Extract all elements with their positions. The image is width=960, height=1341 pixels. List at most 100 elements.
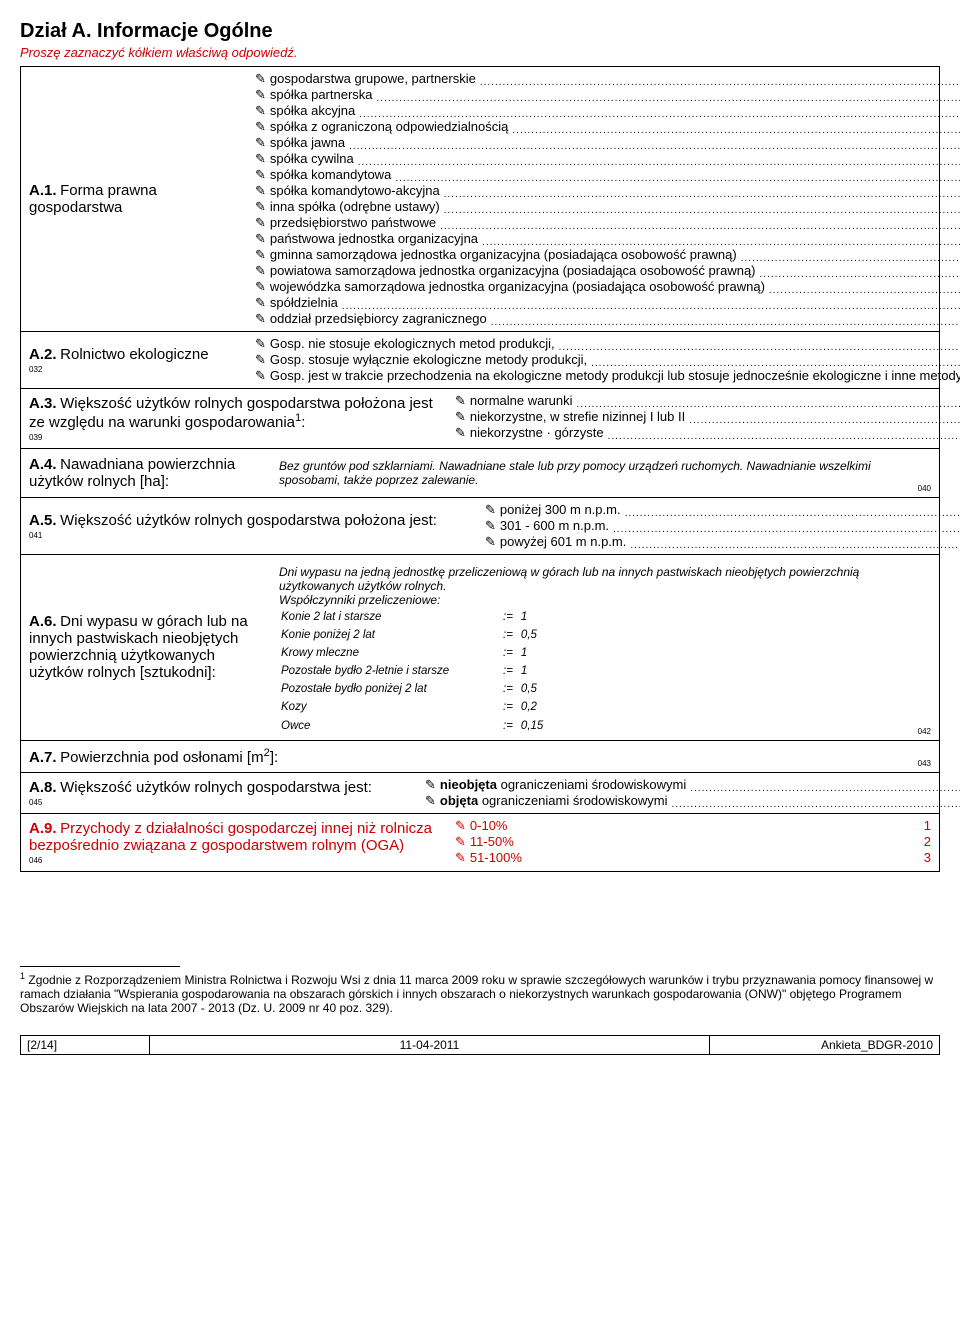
a7-title-p2: ]: xyxy=(270,749,278,766)
option-line[interactable]: ✎spółka akcyjna16 xyxy=(255,103,960,119)
leader-dots xyxy=(512,121,960,135)
a4-code: 040 xyxy=(891,484,931,493)
option-label: spółka akcyjna xyxy=(270,103,355,119)
option-line[interactable]: ✎normalne warunki1 xyxy=(455,393,960,409)
bullet-icon: ✎ xyxy=(255,352,266,368)
a3-options: ✎normalne warunki1✎niekorzystne, w stref… xyxy=(451,389,960,448)
option-label: spółka komandytowa xyxy=(270,167,391,183)
option-line[interactable]: ✎spółka partnerska15 xyxy=(255,87,960,103)
leader-dots xyxy=(760,265,960,279)
leader-dots xyxy=(672,795,960,809)
bullet-icon: ✎ xyxy=(485,518,496,534)
option-label: gminna samorządowa jednostka organizacyj… xyxy=(270,247,737,263)
leader-dots xyxy=(613,520,960,534)
bullet-icon: ✎ xyxy=(255,336,266,352)
a7-number: A.7. xyxy=(29,749,57,766)
coef-name: Pozostałe bydło poniżej 2 lat xyxy=(281,681,501,697)
a4-number: A.4. xyxy=(29,456,57,473)
option-line[interactable]: ✎Gosp. jest w trakcie przechodzenia na e… xyxy=(255,368,960,384)
a5-number: A.5. xyxy=(29,512,57,529)
option-line[interactable]: ✎51-100%3 xyxy=(455,850,931,866)
leader-dots xyxy=(577,395,960,409)
option-line[interactable]: ✎objęta ograniczeniami środowiskowymi2 xyxy=(425,793,960,809)
option-line[interactable]: ✎wojewódzka samorządowa jednostka organi… xyxy=(255,279,960,295)
footer-date: 11-04-2011 xyxy=(149,1035,710,1054)
option-line[interactable]: ✎inna spółka (odrębne ustawy)23 xyxy=(255,199,960,215)
bullet-icon: ✎ xyxy=(485,502,496,518)
option-line[interactable]: ✎spółka cywilna19 xyxy=(255,151,960,167)
section-title: Dział A. Informacje Ogólne xyxy=(20,20,940,43)
option-line[interactable]: ✎spółka z ograniczoną odpowiedzialnością… xyxy=(255,119,960,135)
option-line[interactable]: ✎powiatowa samorządowa jednostka organiz… xyxy=(255,263,960,279)
option-label: normalne warunki xyxy=(470,393,573,409)
a6-code: 042 xyxy=(891,727,931,736)
instruction-text: Proszę zaznaczyć kółkiem właściwą odpowi… xyxy=(20,45,940,60)
coef-row: Owce:=0,15 xyxy=(281,718,549,734)
leader-dots xyxy=(480,73,960,87)
option-line[interactable]: ✎11-50%2 xyxy=(455,834,931,850)
option-label: objęta ograniczeniami środowiskowymi xyxy=(440,793,668,809)
coef-name: Pozostałe bydło 2-letnie i starsze xyxy=(281,663,501,679)
bullet-icon: ✎ xyxy=(455,818,466,833)
a4-title: Nawadniana powierzchnia użytków rolnych … xyxy=(29,456,235,490)
option-line[interactable]: ✎Gosp. stosuje wyłącznie ekologiczne met… xyxy=(255,352,960,368)
option-line[interactable]: ✎niekorzystne · górzyste3 xyxy=(455,425,960,441)
option-line[interactable]: ✎gminna samorządowa jednostka organizacy… xyxy=(255,247,960,263)
a5-title: Większość użytków rolnych gospodarstwa p… xyxy=(60,512,437,529)
row-a5: A.5. Większość użytków rolnych gospodars… xyxy=(21,498,939,555)
option-line[interactable]: ✎Gosp. nie stosuje ekologicznych metod p… xyxy=(255,336,960,352)
footnote-rule xyxy=(20,966,180,967)
leader-dots xyxy=(359,105,960,119)
a1-number: A.1. xyxy=(29,182,57,199)
a9-options: ✎0-10%1✎11-50%2✎51-100%3 xyxy=(451,814,939,871)
option-label: Gosp. nie stosuje ekologicznych metod pr… xyxy=(270,336,555,352)
option-line[interactable]: ✎spółka jawna18 xyxy=(255,135,960,151)
option-line[interactable]: ✎poniżej 300 m n.p.m.1 xyxy=(485,502,960,518)
a4-desc: Bez gruntów pod szklarniami. Nawadniane … xyxy=(275,453,891,493)
option-line[interactable]: ✎spółdzielnia40 xyxy=(255,295,960,311)
coef-assign: := xyxy=(503,663,519,679)
bullet-icon: ✎ xyxy=(255,71,266,87)
option-label: gospodarstwa grupowe, partnerskie xyxy=(270,71,476,87)
form-container: A.1. Forma prawna gospodarstwa ✎gospodar… xyxy=(20,66,940,872)
leader-dots xyxy=(591,354,960,368)
option-line[interactable]: ✎301 - 600 m n.p.m.2 xyxy=(485,518,960,534)
option-line[interactable]: ✎spółka komandytowa20 xyxy=(255,167,960,183)
coef-name: Konie poniżej 2 lat xyxy=(281,627,501,643)
leader-dots xyxy=(342,297,960,311)
a2-code: 032 xyxy=(29,365,243,374)
option-label: spółka cywilna xyxy=(270,151,354,167)
a7-title: Powierzchnia pod osłonami [m2]: xyxy=(60,749,278,766)
coef-value: 1 xyxy=(521,645,549,661)
row-a3: A.3. Większość użytków rolnych gospodars… xyxy=(21,389,939,449)
a5-options: ✎poniżej 300 m n.p.m.1✎301 - 600 m n.p.m… xyxy=(481,498,960,554)
option-line[interactable]: ✎0-10%1 xyxy=(455,818,931,834)
leader-dots xyxy=(440,217,960,231)
coef-value: 0,5 xyxy=(521,681,549,697)
option-label: oddział przedsiębiorcy zagranicznego xyxy=(270,311,487,327)
bullet-icon: ✎ xyxy=(255,87,266,103)
option-line[interactable]: ✎spółka komandytowo-akcyjna21 xyxy=(255,183,960,199)
option-line[interactable]: ✎gospodarstwa grupowe, partnerskie2 xyxy=(255,71,960,87)
coef-assign: := xyxy=(503,645,519,661)
option-line[interactable]: ✎niekorzystne, w strefie nizinnej I lub … xyxy=(455,409,960,425)
option-label: ✎Gosp. jest w trakcie przechodzenia na e… xyxy=(255,368,960,384)
option-line[interactable]: ✎oddział przedsiębiorcy zagranicznego79 xyxy=(255,311,960,327)
bullet-icon: ✎ xyxy=(255,368,266,383)
a6-coef-table: Konie 2 lat i starsze:=1Konie poniżej 2 … xyxy=(279,607,551,736)
option-line[interactable]: ✎nieobjęta ograniczeniami środowiskowymi… xyxy=(425,777,960,793)
a3-title-p1: Większość użytków rolnych gospodarstwa p… xyxy=(29,395,433,431)
row-a6: A.6. Dni wypasu w górach lub na innych p… xyxy=(21,555,939,741)
a6-title: Dni wypasu w górach lub na innych pastwi… xyxy=(29,613,248,681)
bullet-icon: ✎ xyxy=(255,295,266,311)
row-a9: A.9. Przychody z działalności gospodarcz… xyxy=(21,814,939,871)
row-a4: A.4. Nawadniana powierzchnia użytków rol… xyxy=(21,449,939,498)
leader-dots xyxy=(559,338,960,352)
option-line[interactable]: ✎państwowa jednostka organizacyjna28 xyxy=(255,231,960,247)
option-line[interactable]: ✎powyżej 601 m n.p.m.3 xyxy=(485,534,960,550)
a6-desc-intro: Dni wypasu na jedną jednostkę przeliczen… xyxy=(275,559,891,593)
coef-assign: := xyxy=(503,609,519,625)
bullet-icon: ✎ xyxy=(425,777,436,793)
bullet-icon: ✎ xyxy=(255,215,266,231)
option-line[interactable]: ✎przedsiębiorstwo państwowe24 xyxy=(255,215,960,231)
